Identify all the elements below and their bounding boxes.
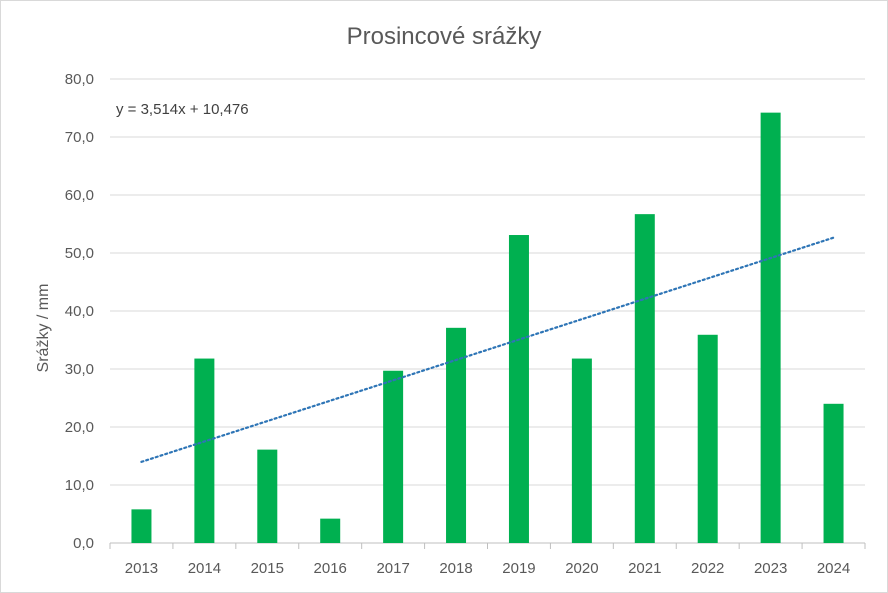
y-axis-ticks: 0,0 10,0 20,0 30,0 40,0 50,0 60,0 70,0 80,0 [65, 71, 94, 552]
x-tick-label: 2024 [817, 560, 850, 577]
bar-2019 [508, 235, 529, 543]
y-tick-label: 80,0 [65, 71, 94, 88]
x-tick-label: 2015 [251, 560, 284, 577]
chart-title: Prosincové srážky [347, 23, 542, 50]
bar-2017 [383, 370, 404, 543]
bar-2022 [697, 334, 718, 543]
x-tick-label: 2020 [565, 560, 598, 577]
y-tick-label: 60,0 [65, 187, 94, 204]
x-tick-label: 2014 [188, 560, 221, 577]
x-tick-label: 2016 [314, 560, 347, 577]
trendline-path [140, 236, 835, 463]
y-tick-label: 30,0 [65, 361, 94, 378]
x-tick-label: 2022 [691, 560, 724, 577]
gridlines [109, 78, 866, 549]
x-tick-label: 2023 [754, 560, 787, 577]
y-axis-label: Srážky / mm [35, 284, 52, 373]
trendline-equation: y = 3,514x + 10,476 [116, 101, 249, 118]
trendline [140, 236, 835, 463]
bar-2021 [634, 214, 655, 543]
x-tick-label: 2018 [439, 560, 472, 577]
y-tick-label: 40,0 [65, 303, 94, 320]
bar-2018 [446, 327, 467, 543]
bars [131, 112, 844, 543]
y-tick-label: 50,0 [65, 245, 94, 262]
y-tick-label: 10,0 [65, 477, 94, 494]
bar-2020 [571, 358, 592, 543]
bar-2024 [823, 403, 844, 543]
x-tick-label: 2021 [628, 560, 661, 577]
bar-2016 [320, 518, 341, 543]
x-tick-label: 2017 [376, 560, 409, 577]
y-tick-label: 20,0 [65, 419, 94, 436]
bar-2014 [194, 358, 215, 543]
x-axis-ticks: 2013 2014 2015 2016 2017 2018 2019 2020 2021 2022… [125, 560, 850, 577]
bar-2013 [131, 509, 152, 543]
y-tick-label: 70,0 [65, 129, 94, 146]
x-tick-label: 2013 [125, 560, 158, 577]
x-tick-label: 2019 [502, 560, 535, 577]
bar-2023 [760, 112, 781, 543]
bar-2015 [257, 449, 278, 543]
y-tick-label: 0,0 [73, 535, 94, 552]
